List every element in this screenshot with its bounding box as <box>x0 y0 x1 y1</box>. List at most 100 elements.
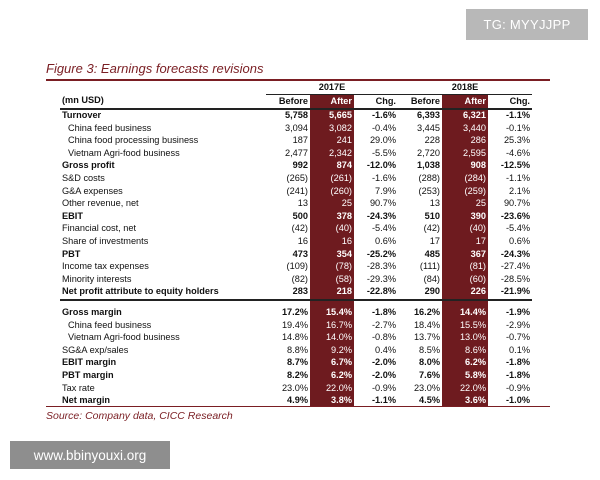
cell-chg-2017: -2.0% <box>371 369 396 380</box>
year-2018e: 2018E <box>398 82 532 95</box>
table-row: China feed business 3,094 3,082 -0.4% 3,445 3… <box>60 122 532 135</box>
cell-before-2017: (42) <box>291 223 308 234</box>
cell-after-2018: 8.6% <box>442 344 488 357</box>
cell-chg-2018: 25.3% <box>503 135 530 146</box>
cell-after-2018: (259) <box>442 185 488 198</box>
figure-title: Figure 3: Earnings forecasts revisions <box>46 61 264 76</box>
cell-before-2017: 17.2% <box>281 307 308 317</box>
title-divider <box>46 79 550 81</box>
source-divider <box>46 406 550 407</box>
cell-after-2018: 6.2% <box>442 356 488 370</box>
cell-before-2017: 3,094 <box>285 122 308 133</box>
cell-after-2018: 908 <box>442 159 488 173</box>
cell-chg-2018: -4.6% <box>505 147 530 158</box>
cell-after-2017: 354 <box>310 248 354 261</box>
row-label: Net margin <box>62 395 110 406</box>
cell-before-2017: 8.8% <box>287 344 308 355</box>
cell-after-2018: 17 <box>442 235 488 249</box>
row-label: Minority interests <box>62 273 132 284</box>
cell-before-2018: 7.6% <box>419 369 440 380</box>
cell-chg-2017: -12.0% <box>366 160 396 171</box>
cell-after-2018: 14.4% <box>442 306 488 320</box>
cell-before-2017: (265) <box>286 173 308 184</box>
cell-after-2017: (260) <box>310 185 354 198</box>
cell-after-2017: 16 <box>310 235 354 249</box>
cell-chg-2018: -23.6% <box>500 210 530 221</box>
cell-after-2017: 22.0% <box>310 382 354 395</box>
cell-before-2017: 187 <box>292 135 308 146</box>
row-label: China feed business <box>68 122 152 133</box>
cell-chg-2018: -1.8% <box>505 357 530 368</box>
cell-chg-2018: -21.9% <box>488 285 532 301</box>
table-row: PBT margin 8.2% 6.2% -2.0% 7.6% 5.8% -1.8% <box>60 369 532 383</box>
row-label: Vietnam Agri-food business <box>68 332 180 343</box>
col-chg-2018: Chg. <box>488 94 532 110</box>
cell-after-2017: 5,665 <box>310 108 354 123</box>
cell-before-2017: 8.2% <box>287 369 308 380</box>
table-row: Income tax expenses (109) (78) -28.3% (111)(… <box>60 260 532 274</box>
cell-before-2018: 228 <box>424 135 440 146</box>
table-row: PBT 473 354 -25.2% 485 367 -24.3% <box>60 248 532 261</box>
earnings-revisions-table: 2017E 2018E (mn USD) Before After Chg. B… <box>60 82 532 408</box>
cell-chg-2017: -24.3% <box>366 210 396 221</box>
cell-before-2017: 283 <box>266 285 310 301</box>
cell-before-2017: 14.8% <box>281 332 308 343</box>
cell-chg-2018: -0.7% <box>505 332 530 343</box>
cell-chg-2018: 90.7% <box>503 198 530 209</box>
cell-after-2018: 226 <box>442 285 488 301</box>
cell-after-2017: 14.0% <box>310 331 354 345</box>
cell-after-2017: 218 <box>310 285 354 301</box>
cell-before-2017: 19.4% <box>281 319 308 330</box>
cell-after-2017: (78) <box>310 260 354 274</box>
table-row: Financial cost, net (42) (40) -5.4% (42) (40)… <box>60 222 532 236</box>
table-row: SG&A exp/sales 8.8% 9.2% 0.4% 8.5% 8.6% 0.1% <box>60 344 532 357</box>
cell-before-2017: 16 <box>297 236 308 247</box>
cell-before-2018: (84) <box>423 273 440 284</box>
cell-chg-2017: -5.4% <box>371 223 396 234</box>
row-label: Gross margin <box>62 307 122 317</box>
cell-chg-2017: -28.3% <box>366 261 396 272</box>
table-row: China food processing business 187 241 29.0… <box>60 134 532 148</box>
row-label: PBT margin <box>62 369 114 380</box>
cell-before-2017: 2,477 <box>285 147 308 158</box>
cell-chg-2018: -0.1% <box>505 122 530 133</box>
cell-chg-2018: -24.3% <box>500 248 530 259</box>
cell-after-2017: 6.2% <box>310 369 354 383</box>
table-row: EBIT margin 8.7% 6.7% -2.0% 8.0% 6.2% -1.8% <box>60 356 532 370</box>
source-note: Source: Company data, CICC Research <box>46 410 233 422</box>
row-label: SG&A exp/sales <box>62 344 129 355</box>
cell-before-2017: 8.7% <box>287 357 308 368</box>
cell-after-2018: 367 <box>442 248 488 261</box>
cell-before-2017: (82) <box>291 273 308 284</box>
table-row: Net margin 4.9% 3.8% -1.1% 4.5% 3.6% -1.0% <box>60 394 532 408</box>
table-row: Net profit attribute to equity holders 28… <box>60 285 532 301</box>
cell-chg-2017: -1.6% <box>371 173 396 184</box>
cell-after-2018: (60) <box>442 273 488 286</box>
cell-after-2017: (261) <box>310 172 354 186</box>
cell-chg-2017: 7.9% <box>375 185 396 196</box>
cell-after-2018: 3,440 <box>442 122 488 135</box>
cell-chg-2018: -1.1% <box>505 173 530 184</box>
cell-chg-2017: 0.4% <box>375 344 396 355</box>
cell-after-2018: 2,595 <box>442 147 488 160</box>
table-body: 2017E 2018E (mn USD) Before After Chg. B… <box>60 82 532 408</box>
cell-after-2018: 390 <box>442 210 488 223</box>
cell-chg-2018: -1.9% <box>505 307 530 317</box>
cell-chg-2018: -1.1% <box>505 110 530 121</box>
row-label: Share of investments <box>62 236 149 247</box>
cell-chg-2018: -1.8% <box>505 369 530 380</box>
cell-before-2017: (241) <box>286 185 308 196</box>
cell-before-2018: 13 <box>429 198 440 209</box>
cell-after-2018: (40) <box>442 222 488 236</box>
cell-chg-2018: -28.5% <box>500 273 530 284</box>
table-row: Gross margin 17.2% 15.4% -1.8% 16.2% 14.4% -1.… <box>60 306 532 320</box>
cell-before-2018: 6,393 <box>417 110 440 121</box>
cell-chg-2017: -25.2% <box>366 248 396 259</box>
cell-chg-2017: -2.0% <box>371 357 396 368</box>
cell-chg-2018: 0.1% <box>509 344 530 355</box>
cell-before-2018: 510 <box>424 210 440 221</box>
cell-before-2018: 3,445 <box>417 122 440 133</box>
cell-before-2018: 485 <box>424 248 440 259</box>
table-row: Share of investments 16 16 0.6% 17 17 0.6% <box>60 235 532 249</box>
cell-chg-2018: -0.9% <box>505 382 530 393</box>
